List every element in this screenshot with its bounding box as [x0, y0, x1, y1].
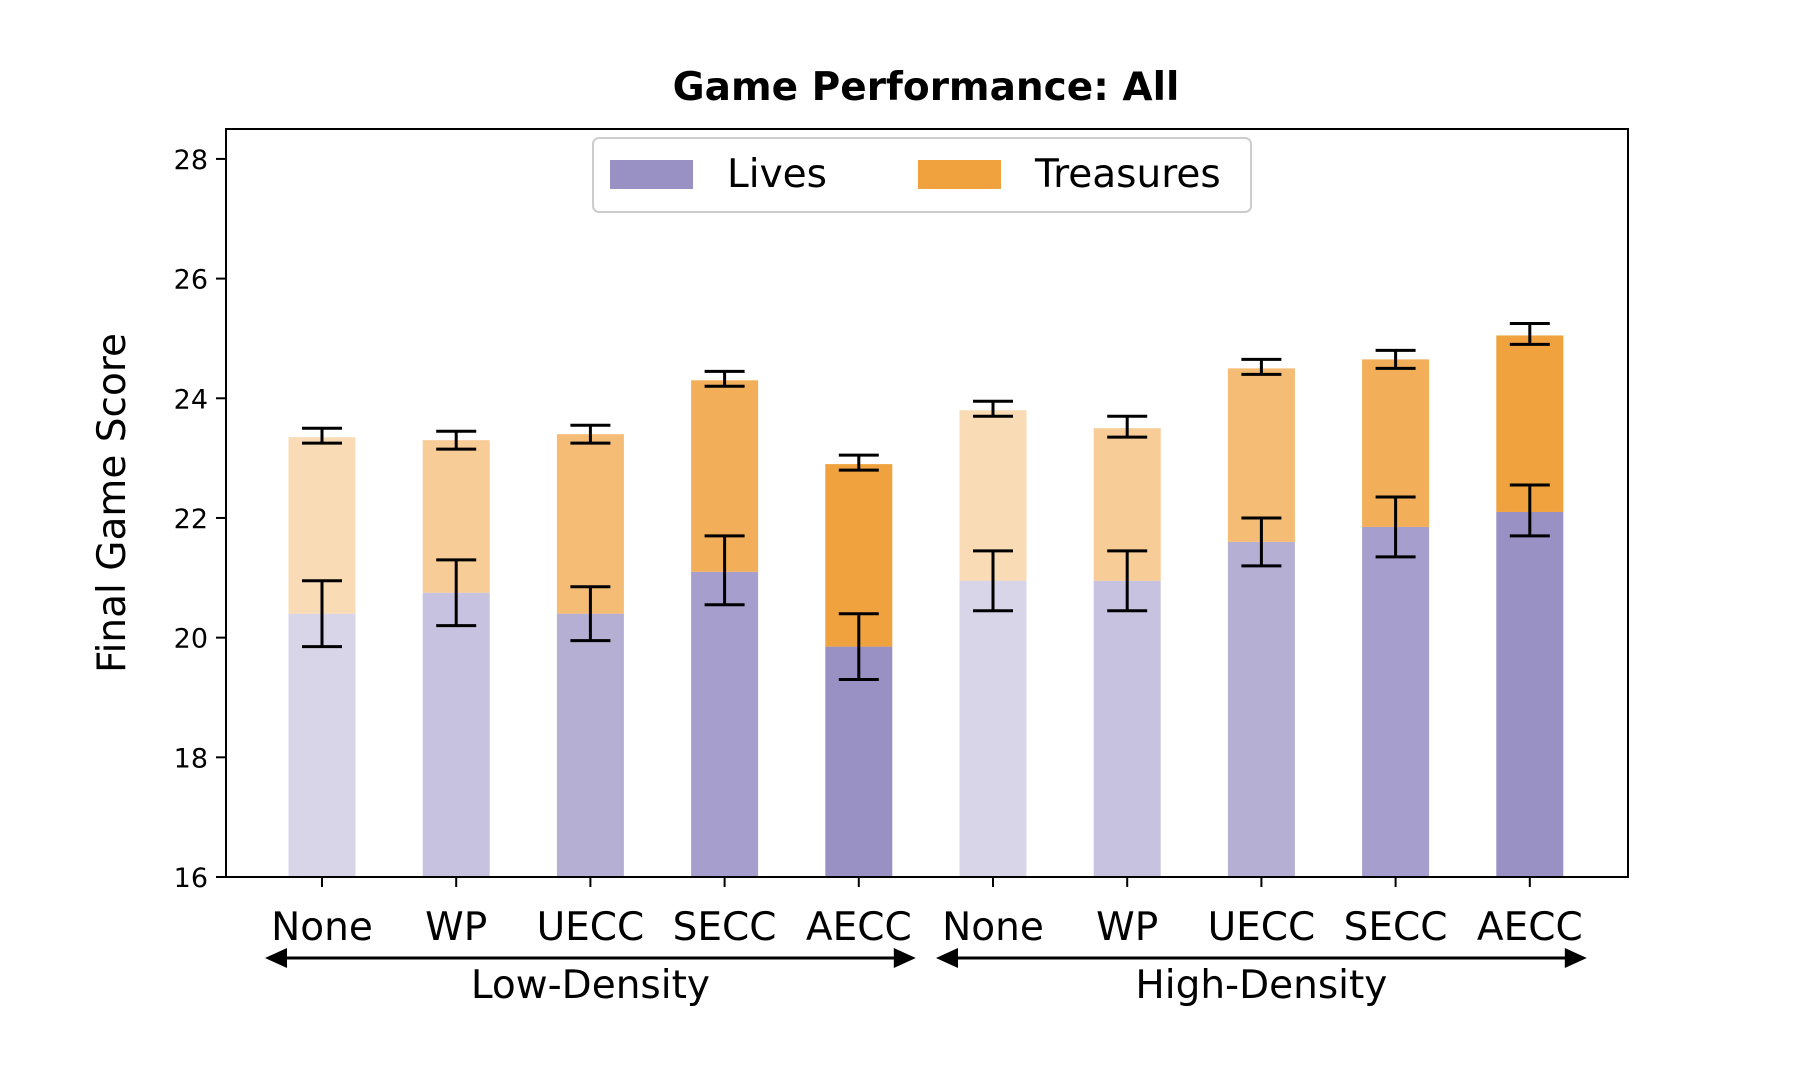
legend: Lives Treasures	[592, 137, 1252, 213]
bar-lives-4	[825, 646, 893, 877]
x-tick-label-4: AECC	[806, 905, 912, 950]
bar-treasures-7	[1227, 368, 1295, 542]
bar-lives-0	[288, 613, 356, 877]
errorbar-lives-9	[1509, 483, 1550, 538]
errorbar-treasures-0	[302, 426, 342, 445]
x-axis: None WP UECC SECC AECC None WP UECC SECC AECC	[271, 877, 1583, 950]
bar-lives-2	[556, 613, 624, 877]
errorbar-lives-3	[704, 534, 745, 607]
x-tick-label-5: None	[942, 905, 1044, 950]
errorbar-lives-5	[973, 549, 1013, 613]
y-tick-label-26: 26	[174, 265, 208, 296]
group-arrows: Low-Density High-Density	[265, 948, 1587, 1008]
x-tick-label-6: WP	[1096, 905, 1158, 950]
bar-lives-9	[1496, 511, 1564, 877]
errorbar-lives-1	[436, 558, 477, 628]
bar-lives-6	[1093, 580, 1161, 877]
bar-lives-8	[1362, 526, 1430, 877]
bar-lives-3	[691, 571, 759, 877]
x-tick-label-8: SECC	[1344, 905, 1448, 950]
error-bars	[302, 321, 1550, 682]
errorbar-lives-8	[1375, 495, 1416, 559]
group-arrow-0: Low-Density	[265, 948, 916, 1008]
errorbar-treasures-5	[973, 399, 1013, 418]
y-tick-label-16: 16	[174, 863, 208, 894]
legend-label-treasures: Treasures	[1034, 152, 1221, 197]
group-arrow-1: High-Density	[936, 948, 1587, 1008]
errorbar-lives-7	[1241, 516, 1282, 568]
x-tick-label-9: AECC	[1477, 905, 1583, 950]
bars	[288, 335, 1564, 877]
errorbar-treasures-4	[838, 453, 879, 472]
legend-swatch-lives	[610, 160, 693, 189]
x-tick-label-0: None	[271, 905, 373, 950]
bar-lives-5	[959, 580, 1027, 877]
y-tick-label-20: 20	[174, 624, 208, 655]
errorbar-lives-4	[838, 612, 879, 682]
y-tick-label-18: 18	[174, 743, 208, 774]
group-label-0: Low-Density	[471, 963, 710, 1008]
y-tick-label-22: 22	[174, 504, 208, 535]
errorbar-treasures-6	[1107, 414, 1148, 439]
bar-lives-7	[1227, 541, 1295, 877]
y-axis: 16 18 20 22 24 26 28	[174, 145, 226, 894]
errorbar-treasures-8	[1375, 348, 1416, 370]
plot-frame	[225, 128, 1629, 878]
x-tick-label-2: UECC	[537, 905, 645, 950]
errorbar-treasures-2	[570, 423, 611, 445]
y-tick-label-24: 24	[174, 384, 208, 415]
legend-swatch-treasures	[918, 160, 1001, 189]
x-tick-label-3: SECC	[673, 905, 777, 950]
group-label-1: High-Density	[1135, 963, 1387, 1008]
x-tick-label-7: UECC	[1208, 905, 1316, 950]
errorbar-treasures-9	[1509, 321, 1550, 346]
y-axis-label: Final Game Score	[90, 333, 135, 673]
chart-title: Game Performance: All	[673, 65, 1180, 110]
bar-treasures-9	[1496, 335, 1564, 512]
bar-treasures-2	[556, 434, 624, 614]
errorbar-treasures-7	[1241, 357, 1282, 376]
bar-lives-1	[422, 592, 490, 877]
errorbar-treasures-3	[704, 369, 745, 388]
errorbar-lives-6	[1107, 549, 1148, 613]
errorbar-lives-2	[570, 585, 611, 643]
x-tick-label-1: WP	[425, 905, 487, 950]
errorbar-lives-0	[302, 579, 342, 649]
y-tick-label-28: 28	[174, 145, 208, 176]
errorbar-treasures-1	[436, 429, 477, 451]
legend-label-lives: Lives	[727, 152, 827, 197]
